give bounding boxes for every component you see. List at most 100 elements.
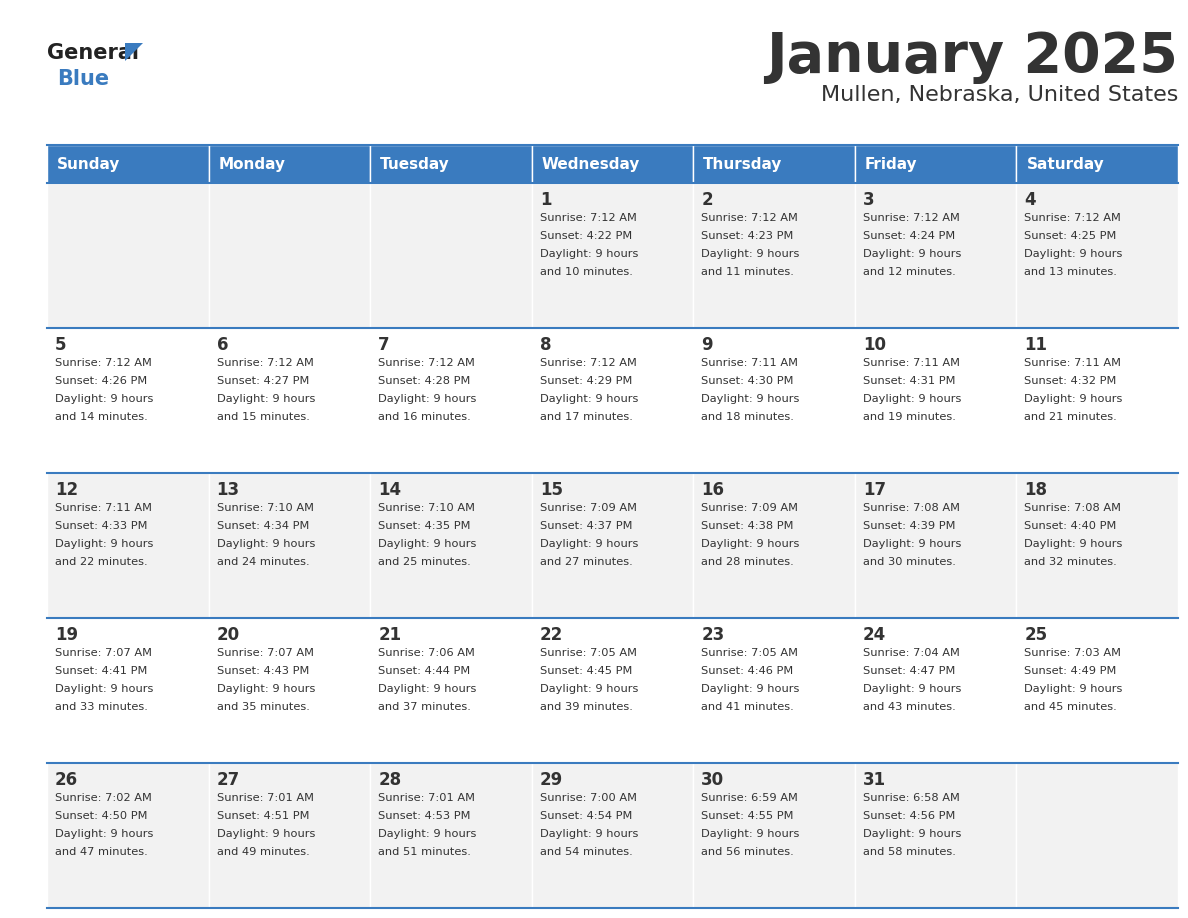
Text: Sunset: 4:23 PM: Sunset: 4:23 PM [701,231,794,241]
Bar [532,183,694,328]
Bar [855,145,1017,183]
Text: Sunrise: 7:06 AM: Sunrise: 7:06 AM [378,648,475,658]
Text: and 32 minutes.: and 32 minutes. [1024,557,1117,567]
Text: Sunrise: 7:05 AM: Sunrise: 7:05 AM [539,648,637,658]
Text: Wednesday: Wednesday [542,156,640,172]
Text: Daylight: 9 hours: Daylight: 9 hours [539,539,638,549]
Text: 29: 29 [539,771,563,789]
Bar [48,145,209,183]
Text: Daylight: 9 hours: Daylight: 9 hours [539,394,638,404]
Text: Sunrise: 7:09 AM: Sunrise: 7:09 AM [701,503,798,513]
Text: Sunrise: 7:05 AM: Sunrise: 7:05 AM [701,648,798,658]
Text: Sunrise: 7:12 AM: Sunrise: 7:12 AM [216,358,314,368]
Text: and 15 minutes.: and 15 minutes. [216,412,309,422]
Bar [209,473,371,618]
Text: Daylight: 9 hours: Daylight: 9 hours [701,829,800,839]
Text: Sunset: 4:34 PM: Sunset: 4:34 PM [216,521,309,531]
Bar [371,618,532,763]
Text: Sunset: 4:31 PM: Sunset: 4:31 PM [862,376,955,386]
Bar [694,763,855,908]
Text: 17: 17 [862,481,886,499]
Text: Sunrise: 7:11 AM: Sunrise: 7:11 AM [701,358,798,368]
Text: 8: 8 [539,336,551,354]
Bar [694,183,855,328]
Bar [209,763,371,908]
Text: 5: 5 [55,336,67,354]
Polygon shape [125,43,143,61]
Text: Sunset: 4:40 PM: Sunset: 4:40 PM [1024,521,1117,531]
Bar [48,328,209,473]
Text: and 13 minutes.: and 13 minutes. [1024,267,1117,277]
Text: 22: 22 [539,626,563,644]
Text: 9: 9 [701,336,713,354]
Bar [371,183,532,328]
Text: and 27 minutes.: and 27 minutes. [539,557,632,567]
Bar [209,328,371,473]
Text: 10: 10 [862,336,886,354]
Text: Sunrise: 7:11 AM: Sunrise: 7:11 AM [55,503,152,513]
Text: 16: 16 [701,481,725,499]
Bar [1017,473,1178,618]
Text: and 37 minutes.: and 37 minutes. [378,702,470,712]
Text: Daylight: 9 hours: Daylight: 9 hours [378,684,476,694]
Text: 12: 12 [55,481,78,499]
Text: and 54 minutes.: and 54 minutes. [539,847,632,857]
Text: and 28 minutes.: and 28 minutes. [701,557,794,567]
Text: 26: 26 [55,771,78,789]
Text: 20: 20 [216,626,240,644]
Text: Daylight: 9 hours: Daylight: 9 hours [216,539,315,549]
Text: Daylight: 9 hours: Daylight: 9 hours [378,539,476,549]
Text: and 17 minutes.: and 17 minutes. [539,412,632,422]
Text: 13: 13 [216,481,240,499]
Text: and 43 minutes.: and 43 minutes. [862,702,955,712]
Text: and 24 minutes.: and 24 minutes. [216,557,309,567]
Text: Daylight: 9 hours: Daylight: 9 hours [539,829,638,839]
Bar [209,618,371,763]
Text: and 11 minutes.: and 11 minutes. [701,267,794,277]
Text: Sunrise: 7:12 AM: Sunrise: 7:12 AM [539,213,637,223]
Text: 19: 19 [55,626,78,644]
Text: Daylight: 9 hours: Daylight: 9 hours [862,829,961,839]
Text: Sunset: 4:49 PM: Sunset: 4:49 PM [1024,666,1117,676]
Text: and 49 minutes.: and 49 minutes. [216,847,309,857]
Text: Daylight: 9 hours: Daylight: 9 hours [216,829,315,839]
Text: Sunset: 4:32 PM: Sunset: 4:32 PM [1024,376,1117,386]
Bar [855,763,1017,908]
Text: and 56 minutes.: and 56 minutes. [701,847,794,857]
Text: Sunrise: 7:08 AM: Sunrise: 7:08 AM [862,503,960,513]
Text: 21: 21 [378,626,402,644]
Text: and 10 minutes.: and 10 minutes. [539,267,632,277]
Text: Sunrise: 6:58 AM: Sunrise: 6:58 AM [862,793,960,803]
Text: and 47 minutes.: and 47 minutes. [55,847,147,857]
Bar [209,145,371,183]
Text: Sunset: 4:27 PM: Sunset: 4:27 PM [216,376,309,386]
Text: Sunrise: 6:59 AM: Sunrise: 6:59 AM [701,793,798,803]
Bar [694,145,855,183]
Bar [532,763,694,908]
Text: Sunrise: 7:12 AM: Sunrise: 7:12 AM [55,358,152,368]
Text: Sunrise: 7:01 AM: Sunrise: 7:01 AM [378,793,475,803]
Text: Sunset: 4:55 PM: Sunset: 4:55 PM [701,811,794,821]
Text: Daylight: 9 hours: Daylight: 9 hours [1024,249,1123,259]
Text: Sunset: 4:37 PM: Sunset: 4:37 PM [539,521,632,531]
Bar [532,618,694,763]
Text: 30: 30 [701,771,725,789]
Text: Sunset: 4:28 PM: Sunset: 4:28 PM [378,376,470,386]
Text: Sunset: 4:47 PM: Sunset: 4:47 PM [862,666,955,676]
Bar [48,763,209,908]
Text: Sunrise: 7:10 AM: Sunrise: 7:10 AM [216,503,314,513]
Bar [855,183,1017,328]
Text: Sunset: 4:33 PM: Sunset: 4:33 PM [55,521,147,531]
Text: Thursday: Thursday [703,156,783,172]
Text: Daylight: 9 hours: Daylight: 9 hours [1024,539,1123,549]
Text: Sunset: 4:25 PM: Sunset: 4:25 PM [1024,231,1117,241]
Bar [694,618,855,763]
Text: Sunset: 4:50 PM: Sunset: 4:50 PM [55,811,147,821]
Text: Daylight: 9 hours: Daylight: 9 hours [378,829,476,839]
Text: 24: 24 [862,626,886,644]
Text: Sunrise: 7:01 AM: Sunrise: 7:01 AM [216,793,314,803]
Text: Sunrise: 7:08 AM: Sunrise: 7:08 AM [1024,503,1121,513]
Text: Sunrise: 7:10 AM: Sunrise: 7:10 AM [378,503,475,513]
Text: Daylight: 9 hours: Daylight: 9 hours [216,684,315,694]
Text: Sunset: 4:51 PM: Sunset: 4:51 PM [216,811,309,821]
